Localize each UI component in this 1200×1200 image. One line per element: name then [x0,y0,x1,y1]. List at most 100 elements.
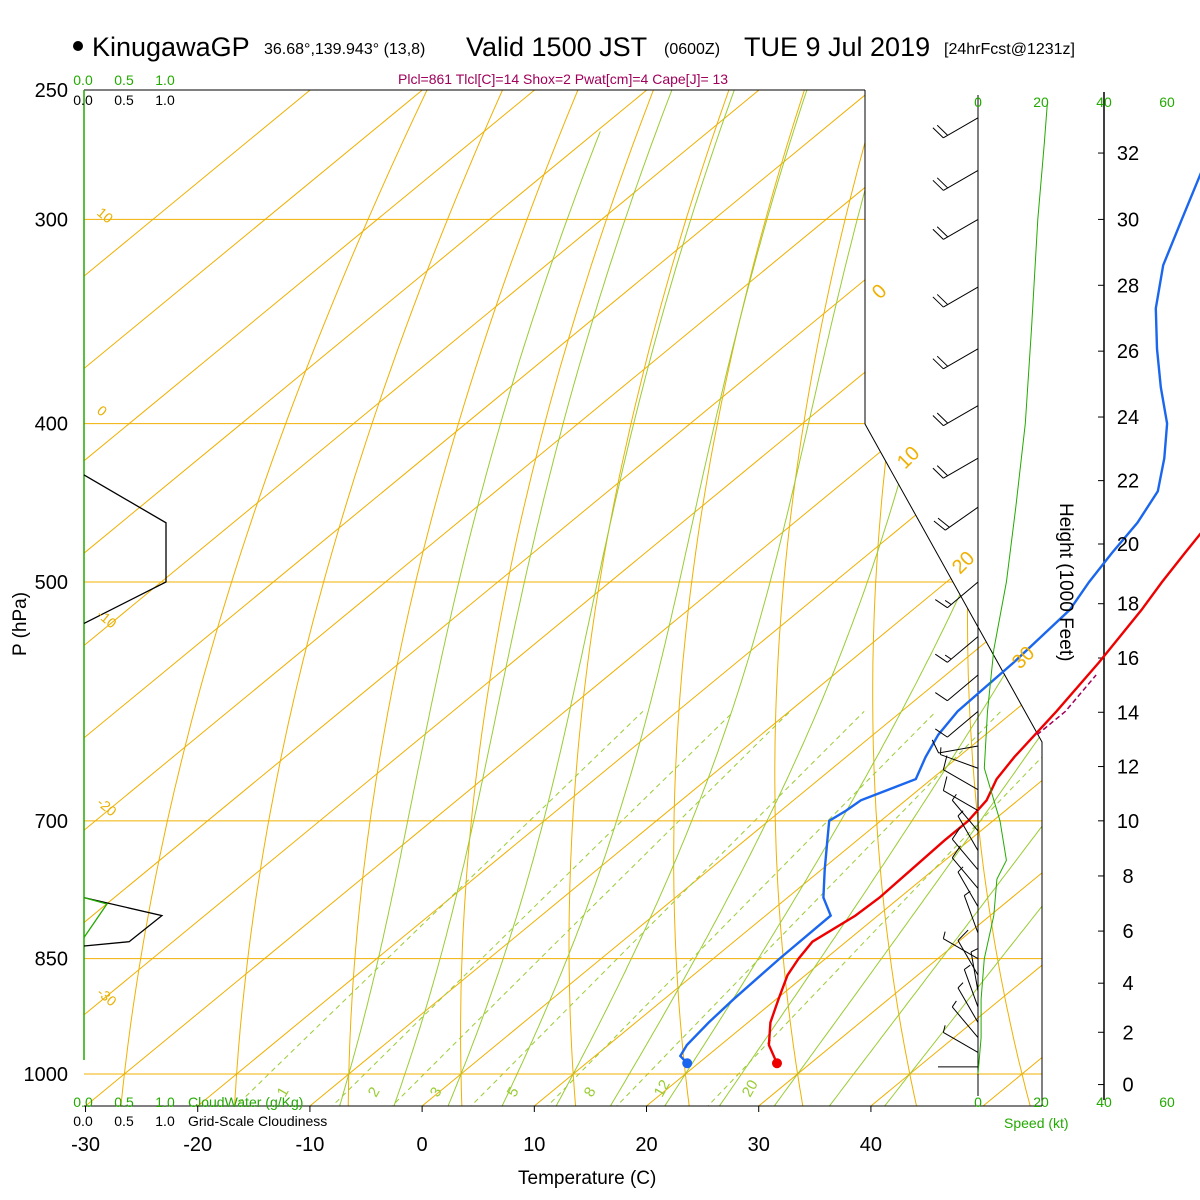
wind-barb-flag [932,415,944,426]
pressure-tick-label: 500 [35,572,68,594]
wind-barb-staff [943,769,979,791]
dry-adiabat-label: 10 [893,442,924,473]
cloudiness-tick-top: 0.5 [114,92,134,108]
mixing-ratio-label: 2 [365,1084,384,1100]
dry-adiabat [120,90,428,1106]
wind-barb-half [957,866,964,873]
plot-frame [83,89,1105,1112]
cloud-profile [83,474,167,947]
wind-barb [931,739,979,754]
wind-barb-flag [932,467,944,479]
wind-barb [935,711,979,738]
forecast-tag: [24hrFcst@1231z] [944,41,1075,58]
height-tick-label: 24 [1117,407,1139,429]
parcel-line [1036,674,1097,736]
dry-adiabat [872,90,956,1106]
temperature-tick-label: 20 [635,1134,657,1156]
temperature-tick-label: -30 [71,1134,100,1156]
wind-barb [935,636,979,663]
dry-adiabat [460,90,654,1106]
wind-barb-flag [936,177,949,189]
thermo-grid [84,90,1042,1106]
wind-barb-flag [936,226,949,238]
wind-barb [932,286,979,308]
cloudwater-axis-title: CloudWater (g/Kg) [188,1094,303,1110]
isotherm-line [84,90,1042,1106]
wind-barb-staff [963,969,979,1008]
wind-barb-staff [943,938,979,960]
wind-barb-staff [943,286,979,308]
wind-barb [963,964,979,1008]
isotherm-side-label: -10 [94,606,120,631]
cloudwater-tick-top: 0.5 [114,72,134,88]
speed-tick-label-bottom: 40 [1096,1094,1112,1110]
height-tick-label: 8 [1122,866,1133,888]
moist-adiabat [443,90,735,1106]
height-tick-label: 6 [1122,921,1133,943]
mixing-ratio-line [607,711,1002,1106]
temperature-tick-label: 40 [860,1134,882,1156]
isotherm-line [84,90,984,1106]
mixing-ratio-line [382,711,791,1106]
wind-barb [951,826,979,871]
height-tick-label: 30 [1117,209,1139,231]
cloudwater-tick-bottom: 1.0 [155,1094,175,1110]
dewpoint-line [678,172,1200,1065]
wind-barb-flag [936,124,949,136]
wind-barb-staff [943,117,979,139]
wind-barb-staff [943,457,979,479]
wind-barb-staff [943,348,979,370]
isotherm-line [421,90,1042,1106]
wind-barb [932,405,979,427]
wind-barb-half [944,600,952,605]
wind-barb-half [970,948,978,953]
speed-tick-label-top: 20 [1033,94,1049,110]
wind-barb-staff [951,857,979,889]
station-dot-icon [73,41,83,51]
mixing-ratio-label: 20 [739,1077,762,1100]
dry-adiabat [233,90,503,1106]
mixing-ratio-label: 8 [581,1084,600,1100]
height-tick-label: 14 [1117,702,1139,724]
wind-barb-staff [940,754,979,769]
mixing-ratio-label: 12 [651,1077,674,1100]
wind-barb-flag [935,653,948,663]
wind-barb-staff [943,405,979,427]
pressure-tick-label: 1000 [24,1064,69,1086]
wind-barb [932,348,979,370]
speed-tick-label-top: 60 [1159,94,1175,110]
wind-barb [932,170,979,191]
wind-barb-half [944,654,952,660]
wind-barb [935,581,979,609]
cloudwater-tick-bottom: 0.0 [73,1094,93,1110]
sounding-series [678,172,1200,1069]
pressure-tick-label: 250 [35,80,68,102]
wind-barb-staff [947,636,979,663]
moist-adiabat [712,90,1042,1106]
moist-adiabat [767,90,1042,1106]
moist-adiabat [336,131,601,1106]
wind-barb [951,845,979,889]
height-tick-label: 16 [1117,648,1139,670]
wind-barb-staff [943,1031,979,1053]
dry-adiabat [673,90,805,1106]
wind-barb [933,506,979,531]
pressure-tick-label: 700 [35,811,68,833]
cloudiness-lower-line [83,896,164,947]
isotherm-side-label: 10 [94,204,116,226]
wind-barb-staff [947,581,979,609]
wind-barb-half [942,931,946,939]
cloudiness-tick-bottom: 0.0 [73,1113,93,1129]
axis-labels: -30 -20 -10 0 10 20 30 401000850700500400300250… [24,72,1175,1156]
speed-axis-title: Speed (kt) [1004,1115,1069,1131]
wind-barb-flag [932,358,944,370]
wind-barb [957,810,979,851]
wind-barb [932,457,979,479]
dry-adiabat-label: 0 [868,280,891,303]
valid-date: TUE 9 Jul 2019 [744,32,930,62]
height-tick-label: 12 [1117,757,1139,779]
cloudiness-tick-top: 0.0 [73,92,93,108]
isotherm-side-label: -20 [94,794,120,819]
wind-barb-staff [970,951,979,992]
